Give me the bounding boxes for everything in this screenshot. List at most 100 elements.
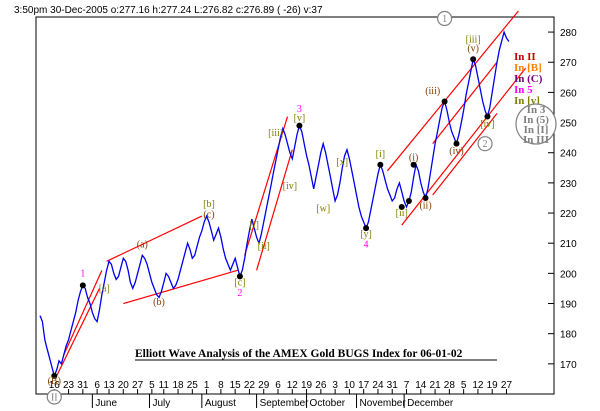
x-tick-label: 12 bbox=[472, 380, 484, 391]
pivot-point bbox=[484, 113, 491, 120]
month-label: November bbox=[360, 398, 407, 409]
circled-wave-marker bbox=[46, 389, 62, 405]
wave-label: [v] bbox=[294, 113, 306, 124]
circled-wave-marker bbox=[437, 10, 453, 27]
channel-line bbox=[432, 113, 498, 196]
pivot-point bbox=[51, 372, 58, 379]
x-tick-label: 6 bbox=[275, 380, 281, 391]
x-tick-label: 28 bbox=[444, 380, 456, 391]
wave-label: (v) bbox=[467, 44, 479, 55]
legend2-entry: In III bbox=[523, 134, 549, 146]
x-tick-label: 13 bbox=[103, 380, 115, 391]
wave-label: [iv] bbox=[283, 181, 297, 192]
y-tick-label: 190 bbox=[560, 300, 577, 311]
wave-label: (iii) bbox=[425, 86, 440, 97]
legend-entry: In (C) bbox=[514, 73, 543, 85]
wave-label: 4 bbox=[364, 240, 369, 251]
pivot-point bbox=[422, 194, 429, 201]
x-tick-label: 17 bbox=[358, 380, 370, 391]
y-tick-label: 180 bbox=[560, 330, 577, 341]
pivot-point bbox=[296, 122, 303, 129]
wave-label: (iv) bbox=[449, 146, 463, 157]
x-tick-label: 21 bbox=[430, 380, 442, 391]
pivot-point bbox=[377, 161, 384, 168]
legend-circle bbox=[515, 103, 557, 145]
channel-line bbox=[106, 215, 203, 262]
y-tick-label: 270 bbox=[560, 58, 577, 69]
plot-frame bbox=[35, 16, 555, 395]
x-tick-label: 19 bbox=[301, 380, 313, 391]
wave-label: (ii) bbox=[419, 201, 431, 212]
month-label: August bbox=[205, 398, 236, 409]
x-tick-label: 16 bbox=[49, 380, 61, 391]
x-tick-label: 31 bbox=[387, 380, 399, 391]
y-tick-label: 240 bbox=[560, 149, 577, 160]
channel-line bbox=[63, 270, 103, 356]
x-tick-label: 27 bbox=[501, 380, 513, 391]
chart-header-text: 3:50pm 30-Dec-2005 o:277.16 h:277.24 L:2… bbox=[14, 5, 323, 16]
x-tick-label: 5 bbox=[461, 380, 467, 391]
month-label: December bbox=[407, 398, 454, 409]
chart-title: Elliott Wave Analysis of the AMEX Gold B… bbox=[135, 348, 463, 360]
x-tick-label: 12 bbox=[287, 380, 299, 391]
pivot-point bbox=[453, 140, 460, 147]
price-series-line bbox=[39, 30, 510, 378]
pivot-point bbox=[236, 273, 243, 280]
x-tick-label: 14 bbox=[415, 380, 427, 391]
channel-line bbox=[256, 149, 293, 271]
wave-label: [ii] bbox=[258, 241, 270, 252]
wave-label: (c) bbox=[203, 210, 214, 221]
wave-label: 3 bbox=[297, 104, 302, 115]
x-tick-label: 27 bbox=[132, 380, 144, 391]
pivot-point bbox=[410, 161, 417, 168]
x-tick-label: 3 bbox=[332, 380, 338, 391]
y-tick-label: 170 bbox=[560, 360, 577, 371]
legend-entry: In II bbox=[514, 51, 536, 63]
x-tick-label: 11 bbox=[159, 380, 170, 391]
pivot-point bbox=[79, 282, 86, 289]
y-tick-label: 220 bbox=[560, 209, 577, 220]
wave-label: 1 bbox=[80, 268, 85, 279]
y-tick-label: 230 bbox=[560, 179, 577, 190]
x-tick-label: 1 bbox=[204, 380, 210, 391]
legend-entry: In [B] bbox=[514, 62, 542, 74]
wave-label: [i] bbox=[376, 149, 385, 160]
pivot-point bbox=[470, 56, 477, 63]
legend2-entry: In 3 bbox=[527, 104, 546, 116]
wave-label: [y] bbox=[360, 229, 372, 240]
wave-label: 2 bbox=[237, 288, 242, 299]
pivot-point bbox=[441, 98, 448, 105]
y-tick-label: 250 bbox=[560, 119, 577, 130]
legend-entry: In 5 bbox=[514, 84, 533, 96]
x-tick-label: 15 bbox=[230, 380, 242, 391]
x-tick-label: 29 bbox=[258, 380, 270, 391]
wave-label: [iii] bbox=[268, 128, 283, 139]
wave-label: [ii] bbox=[396, 208, 408, 219]
x-tick-label: 18 bbox=[172, 380, 184, 391]
month-label: September bbox=[260, 398, 310, 409]
wave-label: (b) bbox=[153, 297, 165, 308]
channel-line bbox=[401, 67, 526, 226]
channel-line bbox=[56, 288, 101, 377]
month-label: October bbox=[310, 398, 346, 409]
y-tick-label: 200 bbox=[560, 269, 577, 280]
x-tick-label: 31 bbox=[77, 380, 89, 391]
x-tick-label: 6 bbox=[94, 380, 100, 391]
x-tick-label: 19 bbox=[487, 380, 499, 391]
wave-label: [w] bbox=[316, 204, 330, 215]
wave-label: [iv] bbox=[480, 119, 494, 130]
x-tick-label: 7 bbox=[404, 380, 410, 391]
wave-label: [a] bbox=[99, 283, 110, 294]
x-tick-label: 8 bbox=[218, 380, 224, 391]
x-tick-label: 20 bbox=[118, 380, 130, 391]
wave-label: [b] bbox=[203, 199, 215, 210]
circled-wave-label: 2 bbox=[483, 139, 488, 150]
pivot-point bbox=[398, 204, 405, 211]
wave-label: (i) bbox=[409, 152, 418, 163]
x-tick-label: 26 bbox=[315, 380, 327, 391]
wave-label: [x] bbox=[336, 157, 348, 168]
pivot-point bbox=[405, 197, 412, 204]
month-label: June bbox=[95, 398, 117, 409]
